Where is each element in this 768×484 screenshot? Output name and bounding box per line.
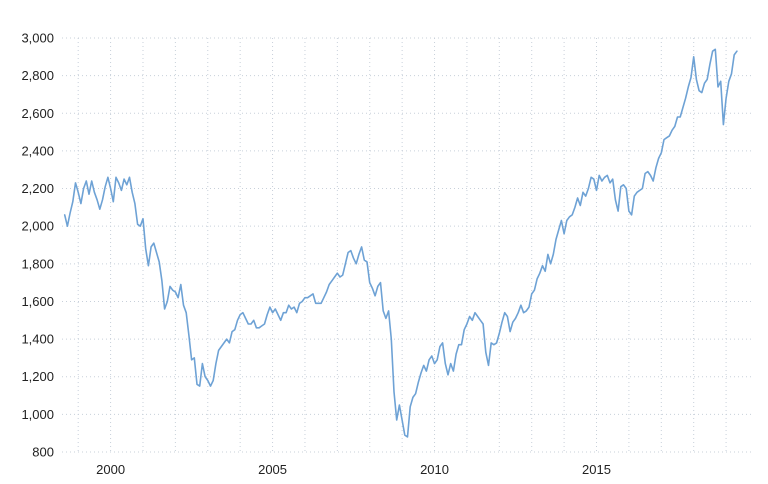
y-tick-label: 2,800: [21, 68, 54, 83]
x-tick-label: 2015: [582, 462, 611, 477]
y-tick-label: 2,000: [21, 219, 54, 234]
y-tick-label: 2,200: [21, 181, 54, 196]
y-tick-label: 1,600: [21, 294, 54, 309]
y-tick-label: 2,400: [21, 143, 54, 158]
x-tick-label: 2010: [420, 462, 449, 477]
price-line: [63, 48, 738, 438]
y-tick-label: 3,000: [21, 31, 54, 46]
y-tick-label: 800: [32, 445, 54, 460]
y-tick-label: 1,000: [21, 407, 54, 422]
y-tick-label: 2,600: [21, 106, 54, 121]
y-tick-label: 1,800: [21, 256, 54, 271]
y-tick-label: 1,400: [21, 332, 54, 347]
y-tick-label: 1,200: [21, 369, 54, 384]
x-tick-label: 2000: [96, 462, 125, 477]
x-tick-label: 2005: [258, 462, 287, 477]
